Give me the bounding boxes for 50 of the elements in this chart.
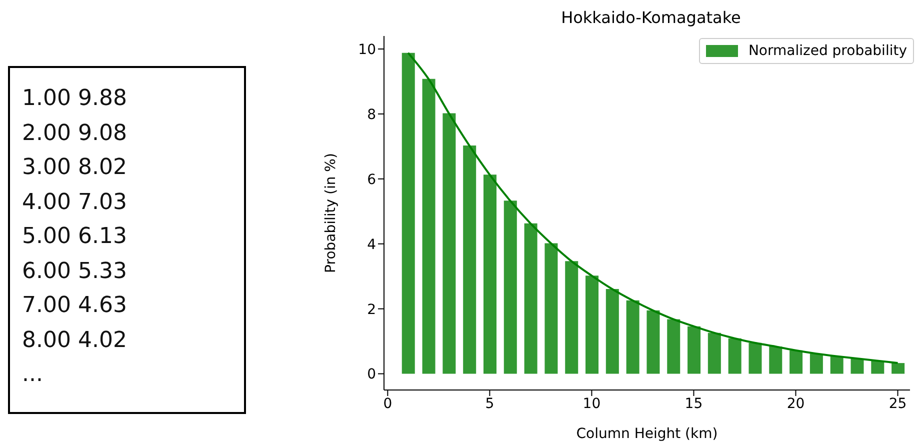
bar <box>667 319 680 374</box>
bar <box>524 223 538 374</box>
bar <box>442 113 456 374</box>
y-tick-label: 0 <box>367 366 376 383</box>
x-tick-label: 5 <box>485 396 494 412</box>
bar <box>463 145 476 374</box>
bar <box>830 356 844 374</box>
x-tick-label: 25 <box>888 396 907 412</box>
bar <box>810 354 823 374</box>
bar <box>565 261 578 374</box>
y-tick-label: 10 <box>358 42 376 58</box>
text: 1.00 9.88 <box>22 85 128 113</box>
x-axis-title: Column Height (km) <box>576 426 718 442</box>
text: ... <box>22 361 44 389</box>
bar <box>850 358 864 374</box>
bar <box>586 276 599 374</box>
bar <box>544 243 558 374</box>
text: 6.00 5.33 <box>22 258 128 286</box>
text: 3.00 8.02 <box>22 154 128 182</box>
y-tick-label: 6 <box>367 172 376 188</box>
x-tick-label: 10 <box>582 396 601 412</box>
y-tick-label: 8 <box>367 106 376 123</box>
text: 4.00 7.03 <box>22 188 128 216</box>
y-axis-title: Probability (in %) <box>322 153 339 273</box>
bar <box>748 342 762 374</box>
y-tick-label: 2 <box>367 302 376 318</box>
bar <box>504 200 517 374</box>
bar <box>483 174 496 374</box>
legend-label: Normalized probability <box>748 43 907 59</box>
bar <box>688 326 701 374</box>
bar <box>422 78 436 374</box>
text: 8.00 4.02 <box>22 326 128 354</box>
bar <box>606 288 619 374</box>
bar <box>728 338 742 374</box>
bar <box>646 310 660 374</box>
bar <box>626 300 640 374</box>
text: 2.00 9.08 <box>22 120 128 148</box>
bar <box>790 350 803 374</box>
text: 7.00 4.63 <box>22 292 128 320</box>
x-tick-label: 0 <box>383 396 392 412</box>
x-tick-label: 15 <box>684 396 703 412</box>
y-tick-label: 4 <box>367 236 376 253</box>
bar <box>769 346 782 374</box>
chart-title: Hokkaido-Komagatake <box>560 8 742 27</box>
bar <box>871 360 884 374</box>
bar <box>708 332 721 374</box>
x-tick-label: 20 <box>786 396 805 412</box>
bar <box>402 52 415 374</box>
bar <box>892 363 905 374</box>
text: 5.00 6.13 <box>22 223 128 251</box>
